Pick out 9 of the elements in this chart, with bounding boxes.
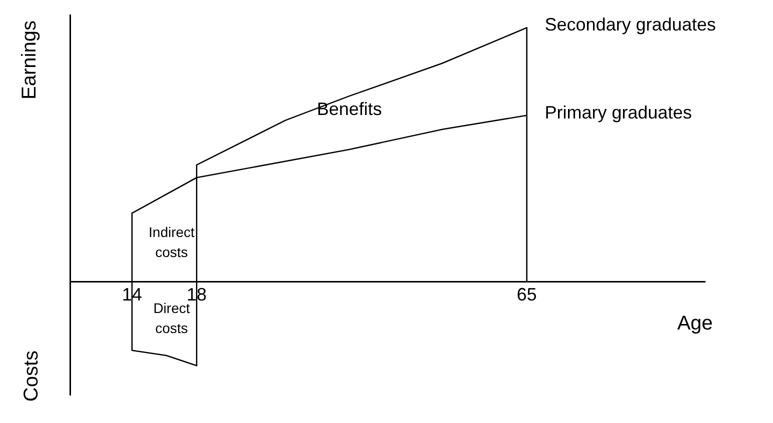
y-axis-title: Earnings — [18, 20, 41, 100]
series-label: Secondary graduates — [544, 14, 716, 35]
text: Costs — [20, 350, 42, 402]
annotation: Benefits — [316, 98, 382, 119]
x-axis-title: Age — [677, 312, 713, 334]
annotation: Direct costs — [153, 300, 190, 336]
series-label: Primary graduates — [544, 102, 692, 122]
x-tick-label: 65 — [516, 284, 537, 305]
annotation: Indirect costs — [148, 224, 195, 260]
